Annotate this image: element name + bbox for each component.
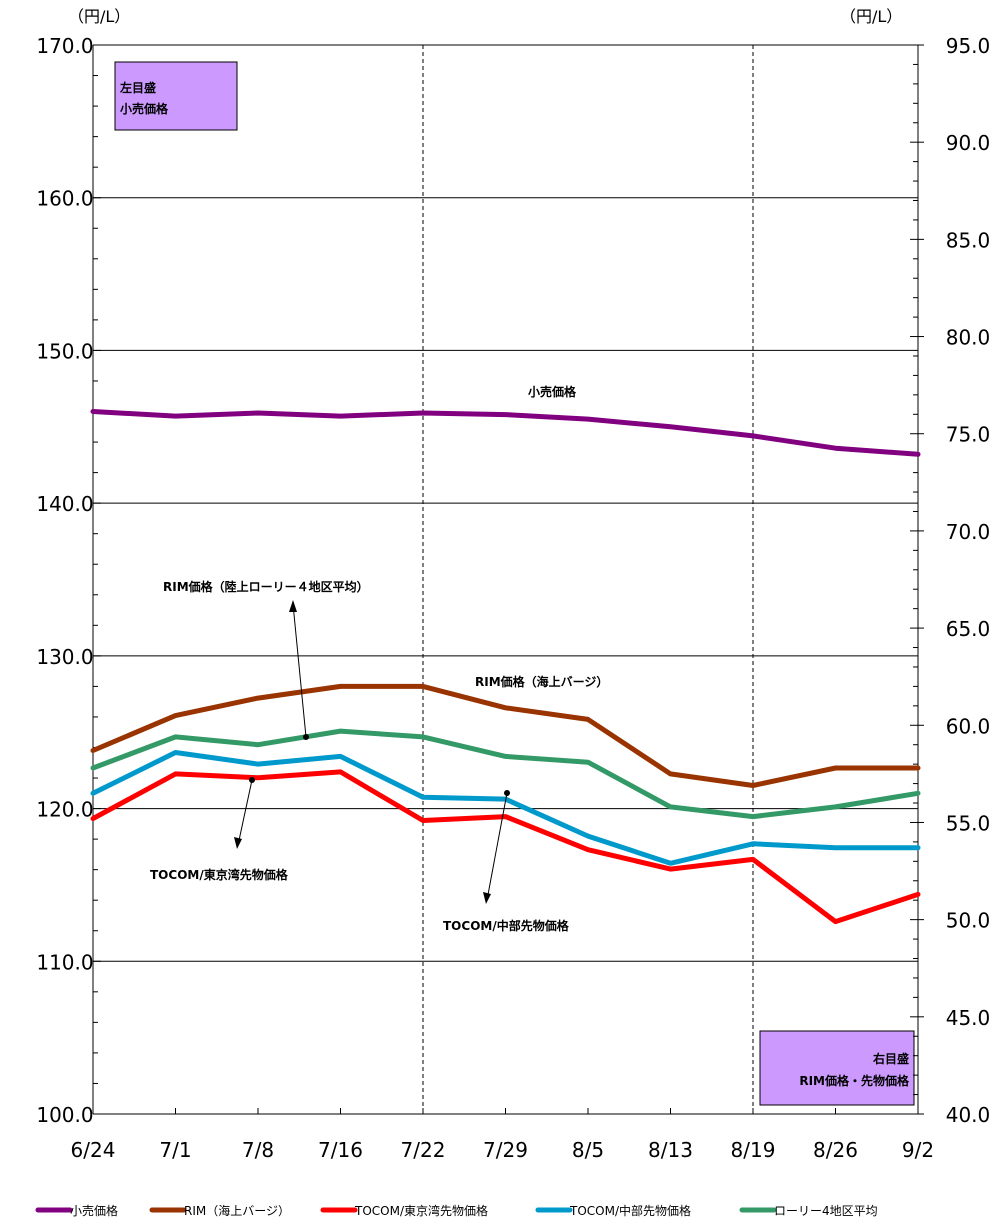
arrow-tocom-tokyo-head [234,837,242,849]
annotation-tocom-tokyo: TOCOM/東京湾先物価格 [150,867,289,882]
x-axis-tick-label: 8/5 [572,1138,604,1162]
right-axis-tick-label: 45.0 [946,1006,991,1030]
legend-label-3: TOCOM/中部先物価格 [569,1203,691,1218]
series-line-4 [90,728,921,820]
annotations: 小売価格 RIM価格（陸上ローリー４地区平均） RIM価格（海上バージ） TOC… [150,384,608,933]
arrow-rim-land-head [289,600,297,612]
right-axis-unit: （円/L） [840,7,902,26]
annotation-rim-land: RIM価格（陸上ローリー４地区平均） [163,579,369,594]
x-axis-tick-label: 7/29 [483,1138,528,1162]
right-axis-tick-label: 60.0 [946,714,991,738]
left-axis-tick-label: 120.0 [36,798,93,822]
left-axis-tick-label: 170.0 [36,34,93,58]
legend-label-0: 小売価格 [70,1203,118,1218]
right-axis-tick-label: 95.0 [946,34,991,58]
right-axis-box [759,1030,915,1106]
right-axis-tick-label: 65.0 [946,617,991,641]
series-line-3 [90,750,921,866]
right-axis-tick-label: 55.0 [946,811,991,835]
arrow-rim-land-dot [303,734,309,740]
x-axis-tick-label: 8/13 [648,1138,693,1162]
left-axis-tick-label: 160.0 [36,187,93,211]
right-axis-tick-label: 80.0 [946,326,991,350]
annotation-tocom-chubu: TOCOM/中部先物価格 [443,918,570,933]
left-axis-tick-label: 130.0 [36,645,93,669]
series-lines [90,409,921,925]
left-axis-box-line1: 左目盛 [119,80,156,95]
right-axis-tick-label: 90.0 [946,131,991,155]
right-axis-tick-label: 75.0 [946,423,991,447]
series-line-2 [90,769,921,925]
right-axis-tick-label: 40.0 [946,1103,991,1127]
annotation-retail: 小売価格 [528,384,577,399]
arrow-tocom-chubu [486,792,508,901]
axes: 100.0 110.0 120.0 130.0 140.0 150.0 160.0 170.0… [36,7,990,1162]
x-axis-tick-label: 8/19 [731,1138,776,1162]
arrow-rim-land [292,603,307,738]
right-axis-box-line2: RIM価格・先物価格 [799,1073,910,1088]
legend-label-1: RIM（海上バージ） [184,1203,290,1218]
x-axis-tick-label: 7/22 [401,1138,446,1162]
right-axis-box-line1: 右目盛 [872,1051,909,1066]
left-axis-tick-label: 110.0 [36,950,93,974]
arrow-tocom-tokyo [237,779,253,846]
right-axis-tick-label: 85.0 [946,228,991,252]
right-axis-tick-label: 50.0 [946,909,991,933]
left-axis-tick-label: 140.0 [36,492,93,516]
left-axis-box [114,61,238,131]
arrow-tocom-chubu-head [483,892,491,904]
arrow-tocom-tokyo-dot [249,777,255,783]
series-line-1 [90,683,921,788]
x-axis-tick-label: 7/8 [242,1138,274,1162]
series-line-0 [90,409,921,457]
axis-boxes: 左目盛 小売価格 右目盛 RIM価格・先物価格 [114,61,915,1106]
left-axis-tick-label: 150.0 [36,339,93,363]
annotation-rim-barge: RIM価格（海上バージ） [475,674,608,689]
left-axis-box-line2: 小売価格 [120,101,169,116]
left-axis-unit: （円/L） [68,7,130,26]
x-axis-tick-label: 8/26 [813,1138,858,1162]
arrow-tocom-chubu-dot [504,790,510,796]
grid-lines [93,44,918,1114]
legend: 小売価格 RIM（海上バージ） TOCOM/東京湾先物価格 TOCOM/中部先物価格 ロ… [35,1203,878,1218]
x-axis-tick-label: 7/16 [318,1138,363,1162]
x-axis-tick-label: 7/1 [159,1138,191,1162]
x-axis-tick-label: 6/24 [71,1138,116,1162]
legend-label-4: ローリー4地区平均 [774,1204,878,1218]
right-axis-tick-label: 70.0 [946,520,991,544]
legend-label-2: TOCOM/東京湾先物価格 [354,1203,488,1218]
left-axis-tick-label: 100.0 [36,1103,93,1127]
x-axis-tick-label: 9/2 [902,1138,934,1162]
